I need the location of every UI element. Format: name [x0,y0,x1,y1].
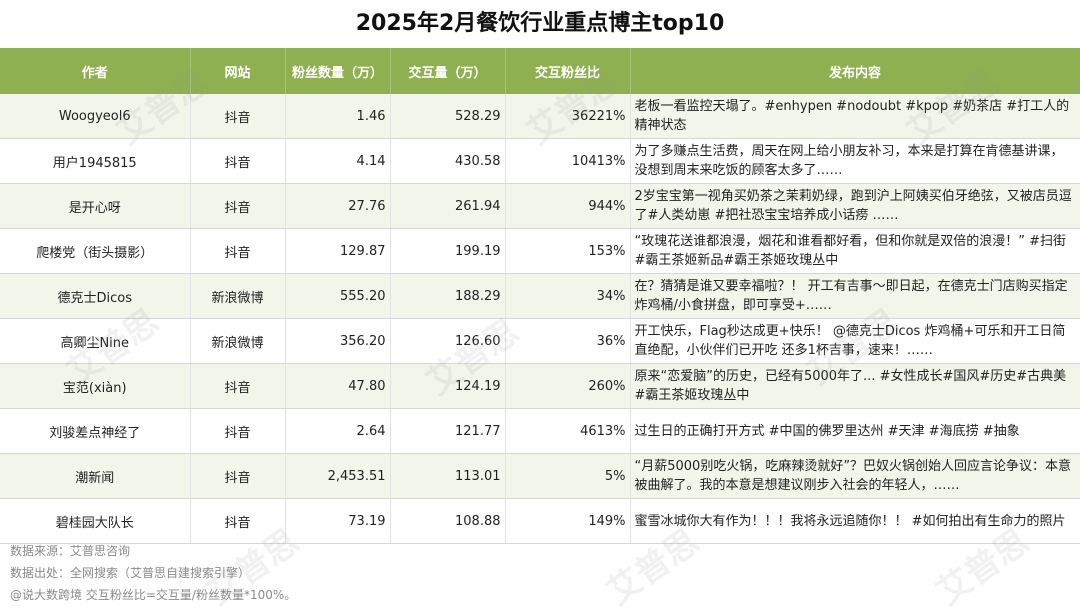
cell-site: 抖音 [190,453,286,499]
cell-ratio: 36% [505,318,631,364]
cell-ratio: 34% [505,273,631,319]
footer-ratio-note: 交互粉丝比=交互量/粉丝数量*100%。 [85,588,297,602]
cell-fans: 4.14 [285,138,391,184]
page-title: 2025年2月餐饮行业重点博主top10 [355,11,725,36]
cell-content: “月薪5000别吃火锅，吃麻辣烫就好”？巴奴火锅创始人回应言论争议：本意被曲解了… [630,453,1080,499]
table-row: 高卿尘Nine 新浪微博 356.20 126.60 36% 开工快乐，Flag… [0,318,1080,364]
cell-interactions: 108.88 [390,498,506,544]
table-row: 刘骏差点神经了 抖音 2.64 121.77 4613% 过生日的正确打开方式 … [0,408,1080,454]
header-site: 网站 [190,48,286,94]
cell-site: 抖音 [190,138,286,184]
cell-fans: 2.64 [285,408,391,454]
cell-author: 宝范(xiàn) [0,363,191,409]
footer-origin: 数据出处：全网搜索（艾普思自建搜索引擎） [10,566,251,580]
cell-content: 老板一看监控天塌了。#enhypen #nodoubt #kpop #奶茶店 #… [630,94,1080,139]
cell-author: 高卿尘Nine [0,318,191,364]
header-fans: 粉丝数量（万） [285,48,391,94]
cell-site: 抖音 [190,228,286,274]
cell-content: 蜜雪冰城你大有作为！！！我将永远追随你！！ #如何拍出有生命力的照片 [630,498,1080,544]
cell-content: 原来“恋爱脑”的历史，已经有5000年了... #女性成长#国风#历史#古典美#… [630,363,1080,409]
cell-content: 为了多赚点生活费，周天在网上给小朋友补习，本来是打算在肯德基讲课，没想到周末来吃… [630,138,1080,184]
cell-author: 爬楼党（街头摄影） [0,228,191,274]
cell-site: 抖音 [190,183,286,229]
cell-ratio: 153% [505,228,631,274]
cell-interactions: 121.77 [390,408,506,454]
cell-site: 抖音 [190,363,286,409]
table-row: 德克士Dicos 新浪微博 555.20 188.29 34% 在？猜猜是谁又要… [0,273,1080,319]
cell-site: 新浪微博 [190,273,286,319]
cell-interactions: 430.58 [390,138,506,184]
header-ratio: 交互粉丝比 [505,48,631,94]
cell-content: 过生日的正确打开方式 #中国的佛罗里达州 #天津 #海底捞 #抽象 [630,408,1080,454]
cell-interactions: 528.29 [390,94,506,139]
cell-site: 抖音 [190,498,286,544]
cell-fans: 356.20 [285,318,391,364]
cell-ratio: 260% [505,363,631,409]
header-author: 作者 [0,48,191,94]
cell-fans: 1.46 [285,94,391,139]
table-row: 爬楼党（街头摄影） 抖音 129.87 199.19 153% “玫瑰花送谁都浪… [0,228,1080,274]
cell-ratio: 149% [505,498,631,544]
cell-interactions: 188.29 [390,273,506,319]
cell-content: 2岁宝宝第一视角买奶茶之茉莉奶绿，跑到沪上阿姨买伯牙绝弦，又被店员逗了#人类幼崽… [630,183,1080,229]
cell-ratio: 36221% [505,94,631,139]
cell-ratio: 10413% [505,138,631,184]
bloggers-table: 作者 网站 粉丝数量（万） 交互量（万） 交互粉丝比 发布内容 Woogyeol… [0,48,1080,544]
footer-source: 数据来源：艾普思咨询 [10,544,131,558]
cell-content: 在？猜猜是谁又要幸福啦？！ 开工有吉事～即日起，在德克士门店购买指定炸鸡桶/小食… [630,273,1080,319]
cell-content: 开工快乐，Flag秒达成更+快乐！ @德克士Dicos 炸鸡桶+可乐和开工日简直… [630,318,1080,364]
table-row: 用户1945815 抖音 4.14 430.58 10413% 为了多赚点生活费… [0,138,1080,184]
header-content: 发布内容 [630,48,1080,94]
table-row: Woogyeol6 抖音 1.46 528.29 36221% 老板一看监控天塌… [0,94,1080,139]
footer-notes: 数据来源：艾普思咨询 数据出处：全网搜索（艾普思自建搜索引擎） @说大数跨境 交… [10,540,296,606]
table-row: 潮新闻 抖音 2,453.51 113.01 5% “月薪5000别吃火锅，吃麻… [0,453,1080,499]
cell-content: “玫瑰花送谁都浪漫，烟花和谁看都好看，但和你就是双倍的浪漫！” #扫街#霸王茶姬… [630,228,1080,274]
cell-interactions: 261.94 [390,183,506,229]
cell-fans: 2,453.51 [285,453,391,499]
header-row: 作者 网站 粉丝数量（万） 交互量（万） 交互粉丝比 发布内容 [0,48,1080,94]
cell-author: 是开心呀 [0,183,191,229]
cell-fans: 129.87 [285,228,391,274]
cell-ratio: 944% [505,183,631,229]
table-row: 宝范(xiàn) 抖音 47.80 124.19 260% 原来“恋爱脑”的历史… [0,363,1080,409]
cell-interactions: 113.01 [390,453,506,499]
cell-fans: 27.76 [285,183,391,229]
cell-site: 新浪微博 [190,318,286,364]
cell-author: 碧桂园大队长 [0,498,191,544]
cell-ratio: 4613% [505,408,631,454]
footer-corner: @说大数跨境 [10,588,83,602]
cell-author: 刘骏差点神经了 [0,408,191,454]
cell-author: 潮新闻 [0,453,191,499]
cell-interactions: 124.19 [390,363,506,409]
cell-site: 抖音 [190,408,286,454]
cell-site: 抖音 [190,94,286,139]
cell-fans: 555.20 [285,273,391,319]
cell-author: 德克士Dicos [0,273,191,319]
footer-note: @说大数跨境 交互粉丝比=交互量/粉丝数量*100%。 [10,584,296,606]
cell-ratio: 5% [505,453,631,499]
table-row: 是开心呀 抖音 27.76 261.94 944% 2岁宝宝第一视角买奶茶之茉莉… [0,183,1080,229]
header-interactions: 交互量（万） [390,48,506,94]
cell-fans: 47.80 [285,363,391,409]
cell-author: 用户1945815 [0,138,191,184]
table-row: 碧桂园大队长 抖音 73.19 108.88 149% 蜜雪冰城你大有作为！！！… [0,498,1080,544]
cell-interactions: 126.60 [390,318,506,364]
cell-author: Woogyeol6 [0,94,191,139]
cell-interactions: 199.19 [390,228,506,274]
cell-fans: 73.19 [285,498,391,544]
